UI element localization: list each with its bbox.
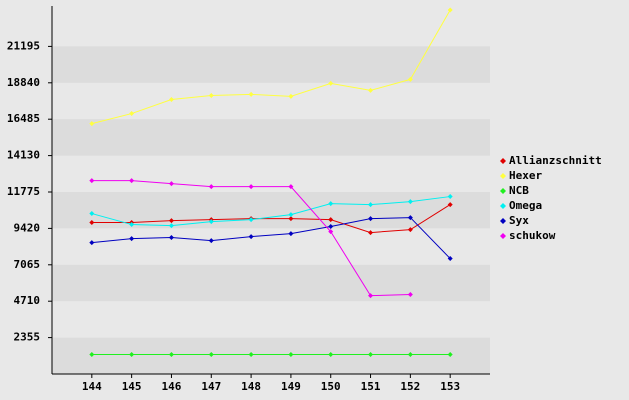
data-point — [328, 217, 334, 223]
series-line — [91, 217, 451, 259]
x-tick-label: 153 — [440, 380, 460, 393]
data-point — [328, 201, 334, 207]
data-point — [447, 256, 453, 262]
y-tick-label: 7065 — [14, 258, 41, 271]
data-point — [288, 216, 294, 222]
legend-label: Allianzschnitt — [509, 154, 602, 167]
data-point — [168, 352, 174, 358]
data-point — [288, 184, 294, 190]
data-point — [168, 96, 174, 102]
data-point — [89, 211, 95, 217]
data-point — [368, 352, 374, 358]
legend-label: NCB — [509, 184, 529, 197]
legend-label: Syx — [509, 214, 529, 227]
series-line — [91, 9, 451, 125]
data-point — [89, 352, 95, 358]
legend-marker — [500, 218, 506, 224]
y-tick-label: 14130 — [7, 149, 40, 162]
data-point — [89, 240, 95, 246]
y-tick-label: 21195 — [7, 39, 40, 52]
data-point — [208, 238, 214, 244]
data-point — [447, 194, 453, 200]
data-point — [368, 87, 374, 93]
data-point — [89, 121, 95, 127]
data-point — [447, 7, 453, 13]
data-point — [447, 352, 453, 358]
legend-marker — [500, 188, 506, 194]
data-point — [328, 80, 334, 86]
y-tick-label: 4710 — [14, 294, 41, 307]
y-tick-label: 16485 — [7, 112, 40, 125]
data-point — [168, 181, 174, 187]
data-point — [328, 352, 334, 358]
data-point — [407, 215, 413, 221]
legend-label: Omega — [509, 199, 542, 212]
legend-label: Hexer — [509, 169, 542, 182]
data-point — [368, 230, 374, 236]
y-tick-label: 11775 — [7, 185, 40, 198]
data-point — [129, 352, 135, 358]
legend-marker — [500, 233, 506, 239]
data-point — [129, 222, 135, 228]
grid-band — [52, 119, 490, 156]
grid-band — [52, 337, 490, 374]
legend-marker — [500, 203, 506, 209]
data-point — [129, 178, 135, 184]
x-tick-label: 152 — [400, 380, 420, 393]
data-point — [129, 111, 135, 117]
data-point — [168, 235, 174, 241]
data-point — [208, 184, 214, 190]
data-point — [447, 202, 453, 208]
y-tick-label: 2355 — [14, 331, 41, 344]
data-point — [288, 212, 294, 218]
data-point — [407, 292, 413, 298]
x-tick-label: 147 — [201, 380, 221, 393]
data-point — [89, 220, 95, 226]
x-tick-label: 148 — [241, 380, 261, 393]
data-point — [368, 293, 374, 299]
data-point — [168, 223, 174, 229]
x-tick-label: 150 — [321, 380, 341, 393]
legend-marker — [500, 158, 506, 164]
data-point — [208, 92, 214, 98]
data-point — [248, 184, 254, 190]
series-line — [91, 204, 451, 234]
legend-marker — [500, 173, 506, 179]
grid-band — [52, 264, 490, 302]
data-point — [208, 219, 214, 225]
data-point — [288, 231, 294, 237]
series-line — [91, 196, 451, 227]
data-point — [168, 218, 174, 224]
x-tick-label: 144 — [82, 380, 102, 393]
data-point — [328, 224, 334, 230]
data-point — [248, 234, 254, 240]
data-point — [288, 93, 294, 99]
x-tick-label: 146 — [162, 380, 182, 393]
data-point — [89, 178, 95, 184]
x-tick-label: 145 — [122, 380, 142, 393]
x-tick-label: 151 — [361, 380, 381, 393]
y-tick-label: 9420 — [14, 221, 41, 234]
data-point — [208, 352, 214, 358]
y-tick-label: 18840 — [7, 76, 40, 89]
data-point — [248, 91, 254, 97]
data-point — [407, 76, 413, 82]
data-point — [129, 236, 135, 242]
data-point — [328, 229, 334, 235]
grid-band — [52, 46, 490, 83]
data-point — [248, 217, 254, 223]
data-point — [407, 199, 413, 205]
data-point — [407, 352, 413, 358]
x-tick-label: 149 — [281, 380, 301, 393]
data-point — [368, 216, 374, 222]
data-point — [288, 352, 294, 358]
data-point — [407, 227, 413, 233]
legend-label: schukow — [509, 229, 556, 242]
data-point — [248, 352, 254, 358]
data-point — [368, 202, 374, 208]
